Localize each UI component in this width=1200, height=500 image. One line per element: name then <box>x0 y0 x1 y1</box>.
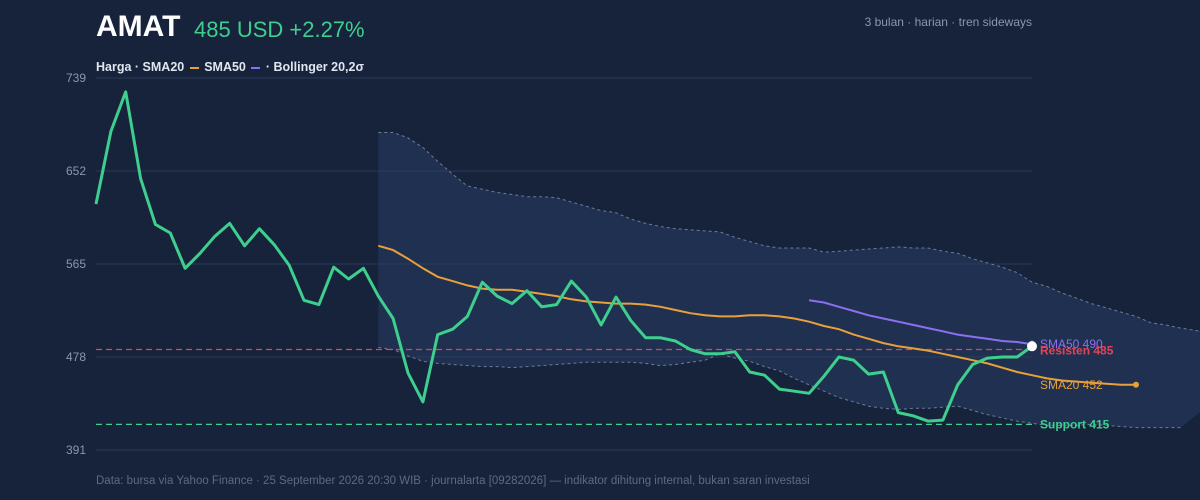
sma20-legend-swatch <box>189 66 199 69</box>
y-tick-label: 478 <box>66 350 86 364</box>
bollinger-band-fill <box>378 132 1200 428</box>
bollinger-lower-line <box>378 346 1181 429</box>
legend-sma50: SMA50 <box>204 60 246 74</box>
resistance-label: Resisten 485 <box>1040 344 1114 358</box>
sma50-end-label: SMA50 490 <box>1040 337 1103 351</box>
chart-subtitle: 3 bulan · harian · tren sideways <box>864 15 1032 29</box>
sma20-end-marker <box>1133 381 1139 388</box>
price-change: 485 USD +2.27% <box>194 17 365 42</box>
sma20-line <box>378 244 1136 386</box>
y-tick-label: 739 <box>66 71 86 85</box>
legend-bollinger: · Bollinger 20,2σ <box>265 60 365 74</box>
legend-price-sma20: Harga · SMA20 <box>96 60 185 74</box>
support-label: Support 415 <box>1040 417 1110 431</box>
y-tick-label: 391 <box>66 443 86 457</box>
sma20-end-label: SMA20 452 <box>1040 378 1103 392</box>
bollinger-upper-line <box>378 132 1200 332</box>
price-line <box>94 90 1033 423</box>
footer-source: Data: bursa via Yahoo Finance · 25 Septe… <box>96 475 810 487</box>
sma50-line <box>808 299 1033 346</box>
chart-legend: Harga · SMA20 SMA50 · Bollinger 20,2σ <box>96 60 364 74</box>
ticker-symbol: AMAT <box>96 10 181 43</box>
last-price-marker <box>1027 341 1037 352</box>
sma50-legend-swatch <box>251 66 261 69</box>
y-tick-label: 652 <box>66 164 86 178</box>
y-tick-label: 565 <box>66 257 86 271</box>
